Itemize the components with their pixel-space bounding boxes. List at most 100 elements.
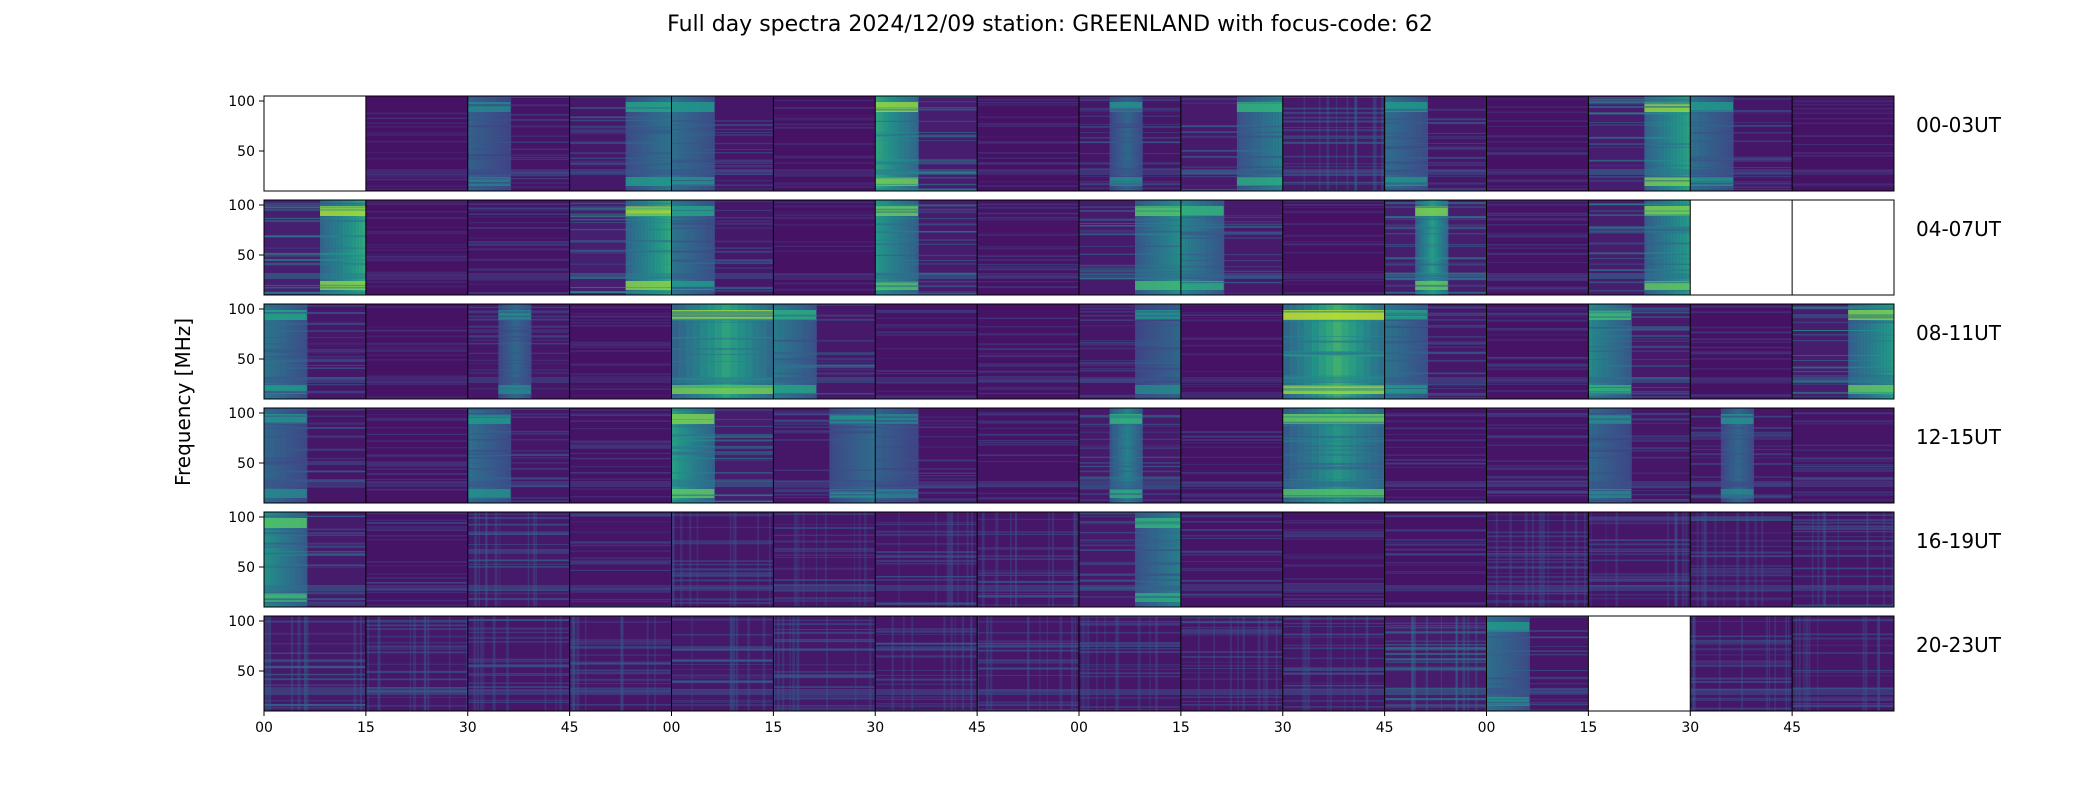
spectrum-panel-2-1: [365, 304, 468, 399]
freq-line: [1588, 232, 1691, 234]
active-band: [1111, 96, 1115, 191]
freq-line: [1792, 98, 1894, 99]
time-line: [1242, 616, 1246, 711]
active-band: [1417, 200, 1421, 295]
active-band: [1664, 200, 1668, 295]
spectrum-panel-1-13: [1588, 200, 1691, 295]
freq-line: [1079, 642, 1181, 645]
active-band: [1683, 200, 1688, 295]
freq-line: [1588, 159, 1691, 162]
active-band: [887, 96, 892, 191]
freq-line: [875, 530, 978, 533]
active-band: [1874, 304, 1879, 399]
freq-line: [1282, 591, 1385, 593]
freq-line: [264, 542, 366, 545]
freq-line: [1486, 365, 1589, 368]
time-line: [1275, 616, 1278, 711]
freq-line: [1384, 161, 1487, 164]
freq-line: [1384, 463, 1487, 465]
freq-line: [977, 101, 1079, 103]
freq-line: [671, 459, 774, 461]
freq-line: [875, 634, 978, 635]
spectrum-panel-0-12: [1486, 96, 1589, 191]
freq-line: [1588, 359, 1691, 360]
freq-line: [1079, 218, 1181, 221]
spectrum-panel-2-13: [1588, 304, 1691, 399]
freq-line: [671, 542, 774, 545]
active-band: [1144, 512, 1149, 607]
active-band: [1615, 408, 1620, 503]
active-band: [1609, 408, 1614, 503]
freq-line: [773, 250, 876, 252]
time-line: [1074, 616, 1077, 711]
time-line: [1538, 512, 1542, 607]
spectrum-panel-5-12: [1486, 616, 1589, 711]
y-tick-label: 100: [228, 94, 255, 110]
emission-bottom: [498, 385, 531, 394]
freq-line: [1180, 226, 1283, 228]
freq-line: [773, 319, 876, 321]
row-frame: [263, 511, 1895, 608]
freq-line: [1792, 638, 1894, 639]
spectrum-panel-1-2: [467, 200, 570, 295]
active-band: [797, 304, 802, 399]
freq-line: [1588, 392, 1691, 395]
spectrum-panel-0-11: [1384, 96, 1487, 191]
freq-line: [1079, 672, 1181, 674]
active-band: [1269, 96, 1274, 191]
freq-line: [1588, 419, 1691, 421]
active-band: [285, 512, 290, 607]
freq-line: [1180, 439, 1283, 441]
freq-line: [1180, 529, 1283, 531]
freq-line: [1792, 493, 1894, 496]
freq-line: [773, 216, 876, 219]
freq-line: [569, 321, 672, 324]
freq-line: [467, 227, 570, 229]
freq-line: [1690, 331, 1793, 334]
panel-background: [875, 512, 978, 607]
freq-line: [1384, 341, 1487, 344]
time-line: [1440, 616, 1442, 711]
freq-line: [1079, 477, 1181, 480]
freq-line: [1384, 413, 1487, 415]
time-line: [1524, 512, 1528, 607]
freq-line: [1079, 253, 1181, 255]
freq-line: [1282, 445, 1385, 447]
freq-line: [1792, 618, 1894, 621]
freq-line: [773, 439, 876, 441]
freq-line: [1282, 96, 1385, 98]
freq-line: [1792, 457, 1894, 460]
noise-floor: [1180, 169, 1283, 175]
noise-floor: [467, 169, 570, 175]
freq-line: [1282, 112, 1385, 115]
emission-bottom: [264, 385, 307, 394]
active-band: [788, 304, 793, 399]
freq-line: [1588, 242, 1691, 245]
active-band: [1138, 200, 1143, 295]
freq-line: [1079, 462, 1181, 464]
freq-line: [773, 548, 876, 550]
freq-line: [1079, 456, 1181, 458]
freq-line: [977, 136, 1079, 138]
time-line: [854, 616, 857, 711]
freq-line: [365, 512, 468, 515]
active-band: [1421, 304, 1425, 399]
emission-top: [264, 518, 307, 528]
time-line: [1307, 616, 1310, 711]
freq-line: [1588, 328, 1691, 331]
freq-line: [671, 361, 774, 362]
freq-line: [977, 440, 1079, 441]
freq-line: [1486, 212, 1589, 215]
time-line: [943, 616, 946, 711]
freq-line: [1486, 125, 1589, 127]
active-band: [664, 200, 669, 295]
freq-line: [365, 446, 468, 449]
emission-bottom: [671, 281, 715, 290]
freq-line: [1792, 491, 1894, 493]
freq-line: [1690, 122, 1793, 123]
time-line: [1073, 512, 1076, 607]
time-line: [1495, 512, 1498, 607]
freq-line: [467, 339, 570, 342]
freq-line: [1180, 215, 1283, 217]
freq-line: [1079, 620, 1181, 623]
